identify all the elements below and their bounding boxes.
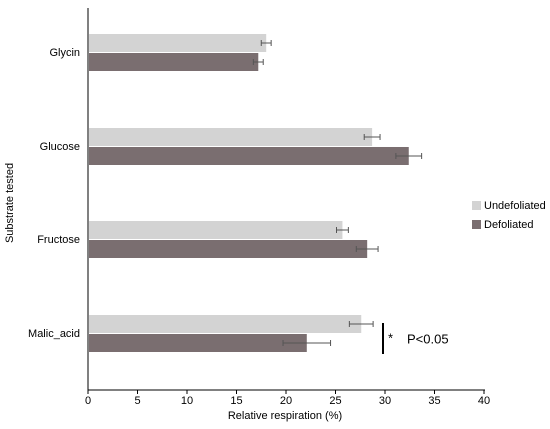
legend-label-defoliated: Defoliated (484, 219, 534, 231)
error-bar (260, 40, 272, 46)
bar-undefoliated-glucose (89, 128, 373, 146)
error-bar (252, 59, 264, 65)
significance-star: * (388, 331, 393, 346)
x-tick-label: 0 (85, 395, 91, 407)
x-tick-label: 30 (379, 395, 391, 407)
legend: Undefoliated Defoliated (472, 200, 546, 231)
bar-defoliated-fructose (89, 240, 368, 258)
error-bar (363, 134, 381, 140)
category-label: Malic_acid (28, 328, 80, 340)
x-axis-title: Relative respiration (%) (228, 410, 342, 422)
legend-swatch-undefoliated (472, 201, 481, 210)
error-bar (355, 246, 379, 252)
bar-defoliated-malic_acid (89, 334, 307, 352)
category-label: Glycin (49, 47, 80, 59)
error-bar (348, 321, 374, 327)
x-tick-label: 20 (280, 395, 292, 407)
category-label: Fructose (37, 234, 80, 246)
error-bar (282, 340, 332, 346)
bar-undefoliated-malic_acid (89, 315, 362, 333)
category-labels: Glycin Glucose Fructose Malic_acid (28, 47, 80, 340)
bar-undefoliated-glycin (89, 34, 267, 52)
legend-label-undefoliated: Undefoliated (484, 200, 546, 212)
x-tick-label: 35 (428, 395, 440, 407)
error-bar (335, 227, 349, 233)
x-tick-label: 5 (134, 395, 140, 407)
x-tick-label: 15 (230, 395, 242, 407)
bars-layer (89, 34, 409, 352)
legend-swatch-defoliated (472, 220, 481, 229)
y-axis-title: Substrate tested (4, 163, 16, 243)
bar-defoliated-glycin (89, 53, 259, 71)
x-tick-label: 40 (478, 395, 490, 407)
bar-undefoliated-fructose (89, 221, 343, 239)
bar-defoliated-glucose (89, 147, 409, 165)
category-label: Glucose (40, 141, 80, 153)
error-bars-layer (252, 40, 423, 346)
significance-annotation: * P<0.05 (382, 323, 449, 354)
x-tick-label: 10 (181, 395, 193, 407)
error-bar (395, 153, 423, 159)
x-tick-label: 25 (329, 395, 341, 407)
x-axis-ticks: 0 5 10 15 20 25 30 35 40 (85, 390, 490, 407)
p-value-text: P<0.05 (407, 332, 449, 347)
